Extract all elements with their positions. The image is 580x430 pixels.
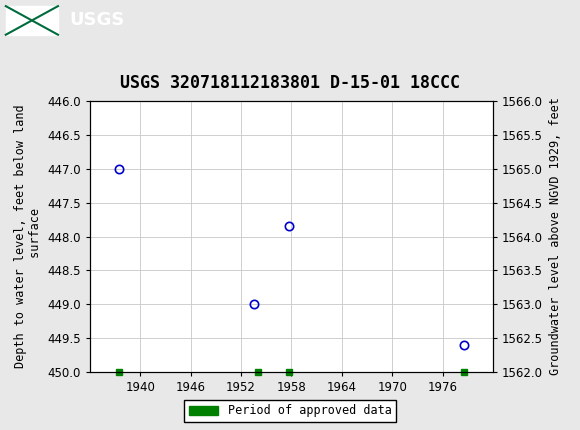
Legend: Period of approved data: Period of approved data [184,399,396,422]
Text: USGS 320718112183801 D-15-01 18CCC: USGS 320718112183801 D-15-01 18CCC [120,74,460,92]
Text: USGS: USGS [70,12,125,29]
Y-axis label: Groundwater level above NGVD 1929, feet: Groundwater level above NGVD 1929, feet [549,98,561,375]
Y-axis label: Depth to water level, feet below land
 surface: Depth to water level, feet below land su… [14,104,42,369]
Bar [6,6,58,35]
